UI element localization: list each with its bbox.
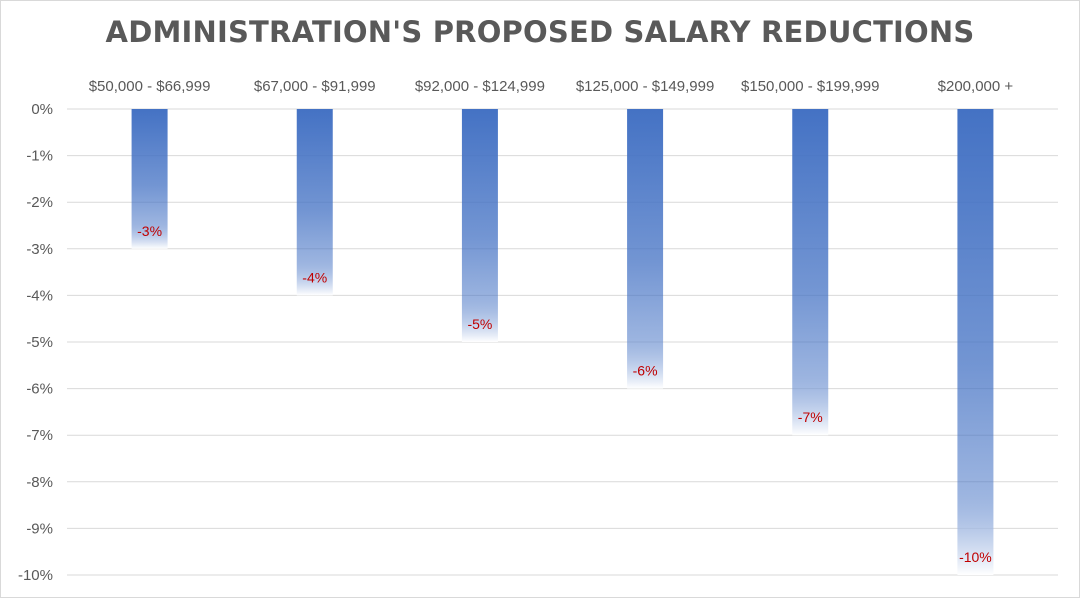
category-label: $67,000 - $91,999	[254, 78, 376, 95]
data-label: -7%	[798, 409, 823, 425]
y-tick-label: -10%	[18, 567, 53, 584]
category-label: $50,000 - $66,999	[89, 78, 211, 95]
bar	[461, 109, 498, 342]
chart-title: ADMINISTRATION'S PROPOSED SALARY REDUCTI…	[105, 15, 975, 49]
y-tick-label: -4%	[26, 287, 53, 304]
category-label: $125,000 - $149,999	[576, 78, 714, 95]
y-tick-label: -5%	[26, 334, 53, 351]
category-label: $200,000 +	[938, 78, 1014, 95]
y-tick-label: -2%	[26, 194, 53, 211]
category-label: $92,000 - $124,999	[415, 78, 545, 95]
category-label: $150,000 - $199,999	[741, 78, 879, 95]
y-tick-label: 0%	[31, 101, 53, 118]
bar	[957, 109, 994, 575]
data-label: -10%	[959, 549, 992, 565]
y-tick-label: -3%	[26, 241, 53, 258]
bar	[792, 109, 829, 436]
y-tick-label: -8%	[26, 474, 53, 491]
bar	[627, 109, 664, 389]
bar	[296, 109, 333, 296]
data-label: -5%	[467, 316, 492, 332]
y-tick-label: -1%	[26, 148, 53, 165]
data-label: -3%	[137, 223, 162, 239]
y-tick-label: -6%	[26, 381, 53, 398]
data-label: -4%	[302, 269, 327, 285]
y-tick-label: -9%	[26, 520, 53, 537]
bar	[131, 109, 168, 249]
y-tick-label: -7%	[26, 427, 53, 444]
data-label: -6%	[633, 363, 658, 379]
